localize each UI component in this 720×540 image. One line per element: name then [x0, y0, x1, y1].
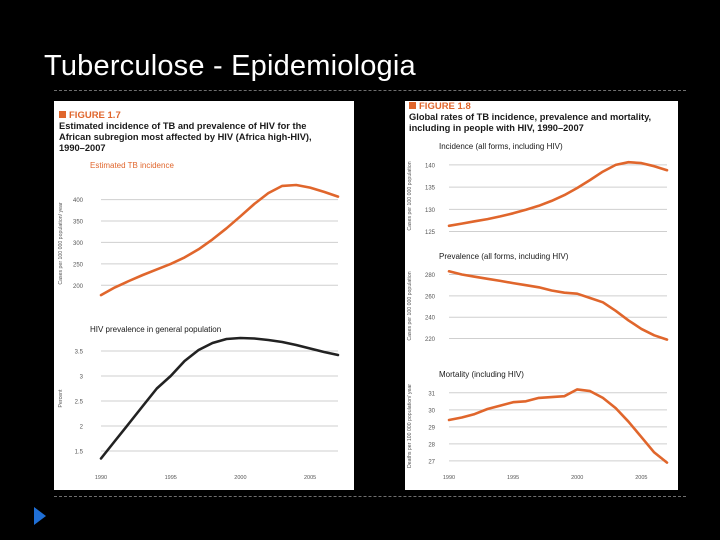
- y-tick-label: 29: [428, 425, 435, 431]
- figure-label-marker: [59, 111, 66, 118]
- series-line: [99, 183, 340, 297]
- y-tick-label: 130: [425, 208, 436, 214]
- y-tick-label: 300: [73, 241, 84, 247]
- figure-title-line: including in people with HIV, 1990–2007: [409, 123, 584, 133]
- y-tick-label: 260: [425, 294, 436, 300]
- y-tick-label: 1.5: [75, 450, 84, 456]
- y-tick-label: 400: [73, 198, 84, 204]
- figure-label: FIGURE 1.8: [419, 101, 471, 112]
- series-line: [447, 388, 669, 464]
- play-triangle-icon[interactable]: [33, 506, 47, 526]
- y-tick-label: 2.5: [75, 400, 84, 406]
- slide-title: Tuberculose - Epidemiologia: [44, 50, 416, 82]
- y-tick-label: 135: [425, 186, 436, 192]
- y-axis-label: Cases per 100 000 population: [407, 271, 413, 340]
- panel-subtitle: Incidence (all forms, including HIV): [439, 142, 563, 151]
- y-tick-label: 3: [80, 375, 84, 381]
- figure-title-line: Global rates of TB incidence, prevalence…: [409, 112, 651, 122]
- y-tick-label: 31: [428, 391, 435, 397]
- y-tick-label: 30: [428, 408, 435, 414]
- figure-label-marker: [409, 102, 416, 109]
- x-tick-label: 2005: [635, 475, 647, 481]
- y-tick-label: 140: [425, 163, 436, 169]
- figure-1-8-panel: FIGURE 1.8 Global rates of TB incidence, …: [405, 101, 678, 490]
- top-divider: [54, 90, 686, 91]
- figure-title-line: Estimated incidence of TB and prevalence…: [59, 121, 306, 131]
- series-line: [99, 336, 340, 460]
- figure-1-7-panel: FIGURE 1.7 Estimated incidence of TB and …: [54, 101, 354, 490]
- figure-label: FIGURE 1.7: [69, 110, 121, 121]
- y-axis-label: Cases per 100 000 population/ year: [58, 202, 64, 284]
- series-line: [447, 270, 669, 341]
- figure-title-line: African subregion most affected by HIV (…: [59, 132, 312, 142]
- y-tick-label: 3.5: [75, 350, 84, 356]
- panel-subtitle: Estimated TB incidence: [90, 161, 174, 170]
- y-tick-label: 200: [73, 284, 84, 290]
- y-axis-label: Deaths per 100 000 population/ year: [407, 384, 413, 468]
- y-tick-label: 2: [80, 425, 84, 431]
- panel-subtitle: Prevalence (all forms, including HIV): [439, 252, 569, 261]
- figure-title-line: 1990–2007: [59, 143, 106, 153]
- y-tick-label: 240: [425, 316, 436, 322]
- y-tick-label: 125: [425, 230, 436, 236]
- y-tick-label: 27: [428, 459, 435, 465]
- bottom-divider: [54, 496, 686, 497]
- x-tick-label: 2005: [304, 475, 316, 481]
- panel-subtitle: Mortality (including HIV): [439, 370, 524, 379]
- x-tick-label: 1995: [165, 475, 177, 481]
- y-tick-label: 350: [73, 220, 84, 226]
- y-tick-label: 280: [425, 273, 436, 279]
- y-tick-label: 28: [428, 442, 435, 448]
- y-tick-label: 220: [425, 337, 436, 343]
- y-axis-label: Percent: [58, 389, 64, 407]
- y-tick-label: 250: [73, 262, 84, 268]
- series-line: [447, 160, 669, 228]
- panel-subtitle: HIV prevalence in general population: [90, 325, 221, 334]
- x-tick-label: 2000: [571, 475, 583, 481]
- x-tick-label: 1995: [507, 475, 519, 481]
- y-axis-label: Cases per 100 000 population: [407, 161, 413, 230]
- x-tick-label: 1990: [95, 475, 107, 481]
- x-tick-label: 2000: [234, 475, 246, 481]
- x-tick-label: 1990: [443, 475, 455, 481]
